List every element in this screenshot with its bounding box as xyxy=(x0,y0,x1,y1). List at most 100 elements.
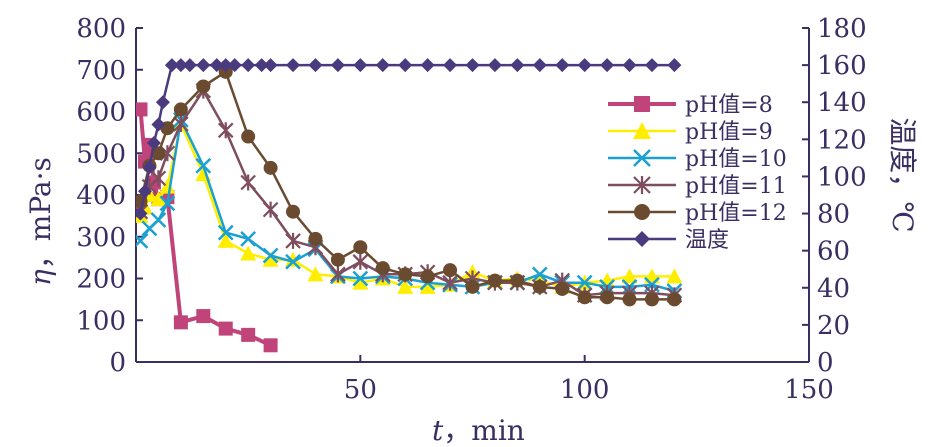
data-point xyxy=(195,157,212,174)
legend-label: pH值=11 xyxy=(685,174,787,199)
data-point xyxy=(375,261,390,276)
y-left-tick-label: 200 xyxy=(76,265,126,295)
series-group xyxy=(136,58,683,353)
data-point xyxy=(555,58,570,73)
data-point xyxy=(136,206,148,221)
y-right-tick-label: 60 xyxy=(817,237,850,267)
data-point xyxy=(159,178,176,194)
legend-label: pH值=9 xyxy=(685,120,773,145)
y-left-tick-label: 500 xyxy=(76,139,126,169)
data-point xyxy=(487,58,502,73)
data-point xyxy=(577,290,592,305)
data-point xyxy=(622,292,637,307)
legend-label: 温度 xyxy=(685,228,729,253)
legend-item: pH值=11 xyxy=(608,174,787,199)
y-right-tick-label: 120 xyxy=(817,125,867,155)
x-tick-label: 100 xyxy=(560,375,610,405)
data-point xyxy=(487,273,502,288)
data-point xyxy=(667,58,682,73)
legend-label: pH值=8 xyxy=(685,93,773,118)
data-point xyxy=(263,160,278,175)
x-axis-unit: ，min xyxy=(443,414,525,447)
data-point xyxy=(217,232,234,248)
data-point xyxy=(398,58,413,73)
legend-item: pH值=8 xyxy=(608,93,773,118)
data-point xyxy=(443,58,458,73)
data-point xyxy=(196,58,211,73)
data-point xyxy=(155,95,170,110)
data-point xyxy=(644,292,659,307)
data-point xyxy=(465,279,480,294)
data-point xyxy=(419,278,436,294)
data-point xyxy=(173,58,188,73)
data-point xyxy=(285,251,302,267)
legend-swatch-marker xyxy=(633,149,651,167)
data-point xyxy=(352,270,369,287)
data-point xyxy=(353,240,368,255)
legend-swatch-marker xyxy=(633,122,651,139)
y-left-tick-label: 800 xyxy=(76,14,126,44)
data-point xyxy=(209,58,224,73)
data-point xyxy=(667,292,682,307)
data-point xyxy=(286,58,301,73)
data-point xyxy=(164,58,179,73)
data-point xyxy=(173,315,188,330)
data-point xyxy=(136,102,148,117)
data-point xyxy=(159,195,176,212)
data-point xyxy=(196,79,211,94)
data-point xyxy=(218,321,233,336)
legend-swatch-marker xyxy=(634,231,650,247)
data-point xyxy=(286,204,301,219)
data-point xyxy=(240,174,256,191)
data-point xyxy=(352,253,369,270)
legend-swatch-marker xyxy=(634,204,650,220)
x-axis-variable: t xyxy=(432,414,444,447)
data-point xyxy=(150,170,167,187)
y-axis-left-title: η，mPa·s xyxy=(24,157,57,286)
data-point xyxy=(142,160,157,175)
y-axis-left-unit: ，mPa·s xyxy=(24,157,57,269)
series-line xyxy=(139,63,675,214)
y-right-tick-label: 160 xyxy=(817,51,867,81)
data-point xyxy=(531,266,548,283)
x-tick-label: 150 xyxy=(784,375,834,405)
data-point xyxy=(150,212,167,228)
legend-item: pH值=10 xyxy=(608,147,787,172)
y-left-tick-label: 600 xyxy=(76,98,126,128)
data-point xyxy=(262,247,279,264)
data-point xyxy=(644,58,659,73)
tick-labels: 0 100 200 300 400 500 600 700 800 0 20 40 60 80 100 120… xyxy=(76,14,866,405)
y-left-tick-label: 300 xyxy=(76,223,126,253)
data-point xyxy=(465,58,480,73)
data-point xyxy=(308,58,323,73)
x-axis-title: t，min xyxy=(432,414,525,447)
y-left-tick-label: 700 xyxy=(76,56,126,86)
data-point xyxy=(196,309,211,324)
data-point xyxy=(621,268,638,284)
data-point xyxy=(136,233,149,249)
y-axis-right-title: 温度，℃ xyxy=(886,117,919,232)
data-point xyxy=(241,129,256,144)
data-point xyxy=(420,269,435,284)
y-right-tick-label: 140 xyxy=(817,88,867,118)
data-point xyxy=(241,327,256,342)
data-point xyxy=(151,146,166,161)
data-point xyxy=(532,58,547,73)
data-point xyxy=(600,58,615,73)
data-point xyxy=(217,224,234,241)
data-point xyxy=(352,274,369,290)
data-point xyxy=(254,58,269,73)
data-point xyxy=(285,253,301,270)
data-point xyxy=(420,58,435,73)
data-point xyxy=(330,252,345,267)
y-left-tick-label: 0 xyxy=(109,348,126,378)
legend-swatch-marker xyxy=(633,176,651,194)
data-point xyxy=(576,274,593,291)
data-point xyxy=(150,191,167,207)
y-right-tick-label: 180 xyxy=(817,14,867,44)
legend-item: 温度 xyxy=(608,228,729,253)
data-point xyxy=(600,290,615,305)
data-point xyxy=(240,245,257,261)
data-point xyxy=(375,58,390,73)
